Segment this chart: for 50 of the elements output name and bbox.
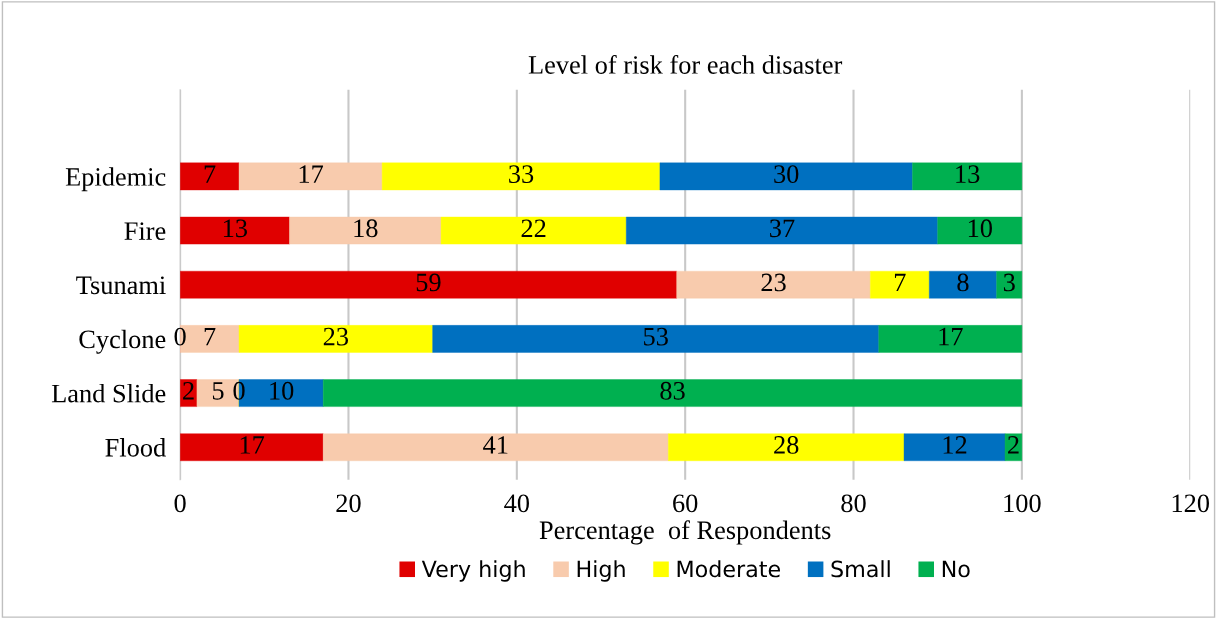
data-label: 28	[774, 436, 799, 454]
data-label: 30	[774, 165, 799, 184]
x-tick-label: 40	[504, 494, 530, 513]
legend-label: No	[942, 560, 970, 578]
data-label: 8	[957, 273, 969, 292]
data-label: 41	[483, 436, 508, 454]
data-label: 13	[223, 219, 247, 238]
y-tick-label: Cyclone	[79, 329, 166, 354]
y-tick-label: Epidemic	[65, 167, 166, 192]
data-label: 10	[270, 381, 294, 400]
x-tick-label: 60	[673, 494, 698, 513]
data-label: 53	[644, 327, 668, 346]
data-label: 59	[416, 273, 441, 292]
chart-title: Level of risk for each disaster	[528, 55, 843, 74]
y-tick-label: Tsunami	[76, 276, 166, 295]
data-label: 2	[1008, 436, 1019, 454]
data-label: 17	[299, 165, 324, 183]
x-tick-label: 0	[174, 494, 186, 513]
data-label: 33	[509, 165, 534, 184]
data-label: 0	[174, 327, 186, 346]
data-label: 0	[233, 381, 245, 400]
data-label: 13	[956, 165, 980, 184]
data-label: 12	[943, 436, 967, 454]
data-label: 22	[521, 219, 546, 237]
data-label: 37	[770, 219, 795, 238]
data-label: 17	[240, 436, 265, 454]
x-tick-label: 20	[336, 494, 361, 513]
x-axis-title: Percentage of Respondents	[539, 520, 831, 545]
data-label: 2	[183, 381, 194, 400]
data-label: 23	[323, 327, 348, 346]
legend-label: Very high	[421, 560, 525, 582]
data-label: 7	[204, 327, 216, 346]
data-label: 18	[354, 219, 378, 238]
data-label: 5	[212, 382, 224, 400]
legend-label: Small	[831, 560, 890, 578]
y-tick-label: Flood	[105, 438, 166, 457]
data-label: 3	[1003, 273, 1015, 292]
data-label: 83	[660, 381, 685, 400]
legend-label: Moderate	[677, 560, 780, 578]
y-tick-label: Land Slide	[51, 383, 166, 403]
y-tick-label: Fire	[124, 222, 166, 240]
data-label: 7	[204, 165, 216, 183]
data-label: 10	[968, 219, 992, 238]
x-tick-label: 80	[841, 494, 866, 513]
data-label: 23	[761, 273, 786, 292]
data-label: 7	[894, 273, 906, 292]
x-tick-label: 100	[1004, 494, 1041, 513]
x-tick-label: 120	[1172, 494, 1210, 513]
data-label: 17	[939, 327, 963, 346]
legend-label: High	[577, 560, 625, 582]
